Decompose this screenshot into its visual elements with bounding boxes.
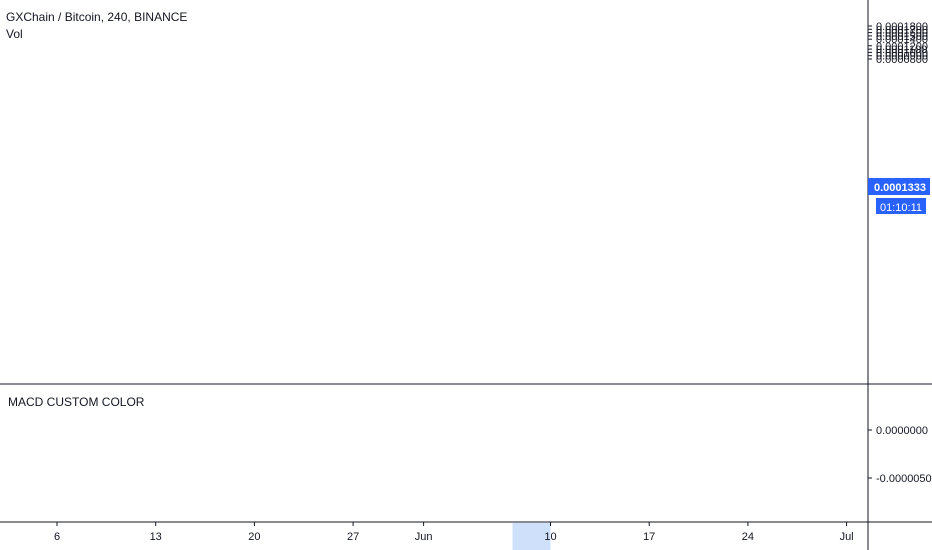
- macd-tick-label: 0.0000000: [876, 425, 928, 437]
- price-tick-label: 0.0000900: [876, 51, 928, 63]
- time-tick-label: 27: [347, 531, 359, 543]
- time-tick-label: 20: [248, 531, 260, 543]
- price-tick-label: 0.0001800: [876, 21, 928, 33]
- time-tick-label: Jul: [840, 531, 854, 543]
- countdown-badge-bg: [876, 198, 926, 214]
- price-tick-label: 0.0001600: [876, 28, 928, 40]
- current-price-badge: 0.0001333: [868, 178, 930, 195]
- current-price-value: 0.0001333: [874, 182, 926, 194]
- time-tick-label: 6: [54, 531, 60, 543]
- price-tick-label: 0.0001500: [876, 31, 928, 43]
- price-tick-label: 0.0001400: [876, 34, 928, 46]
- time-tick-label: 24: [742, 531, 754, 543]
- volume-label: Vol: [6, 27, 23, 41]
- symbol-title: GXChain / Bitcoin, 240, BINANCE: [6, 10, 187, 24]
- price-tick-label: 0.0000800: [876, 54, 928, 66]
- price-tick-label: 0.0001200: [876, 41, 928, 53]
- price-tick-label: 0.0001700: [876, 24, 928, 36]
- countdown-badge: 01:10:11: [876, 198, 926, 214]
- macd-title: MACD CUSTOM COLOR: [8, 395, 145, 409]
- time-tick-label: 13: [150, 531, 162, 543]
- time-range-highlight: [512, 523, 551, 550]
- price-tick-label: 0.0001000: [876, 47, 928, 59]
- current-price-badge-bg: [868, 178, 930, 195]
- price-tick-label: 0.0001100: [876, 44, 927, 56]
- macd-tick-label: -0.0000050: [876, 473, 932, 485]
- time-tick-label: 17: [643, 531, 655, 543]
- time-tick-label: 10: [544, 531, 556, 543]
- countdown-value: 01:10:11: [880, 202, 922, 214]
- time-tick-label: Jun: [415, 531, 433, 543]
